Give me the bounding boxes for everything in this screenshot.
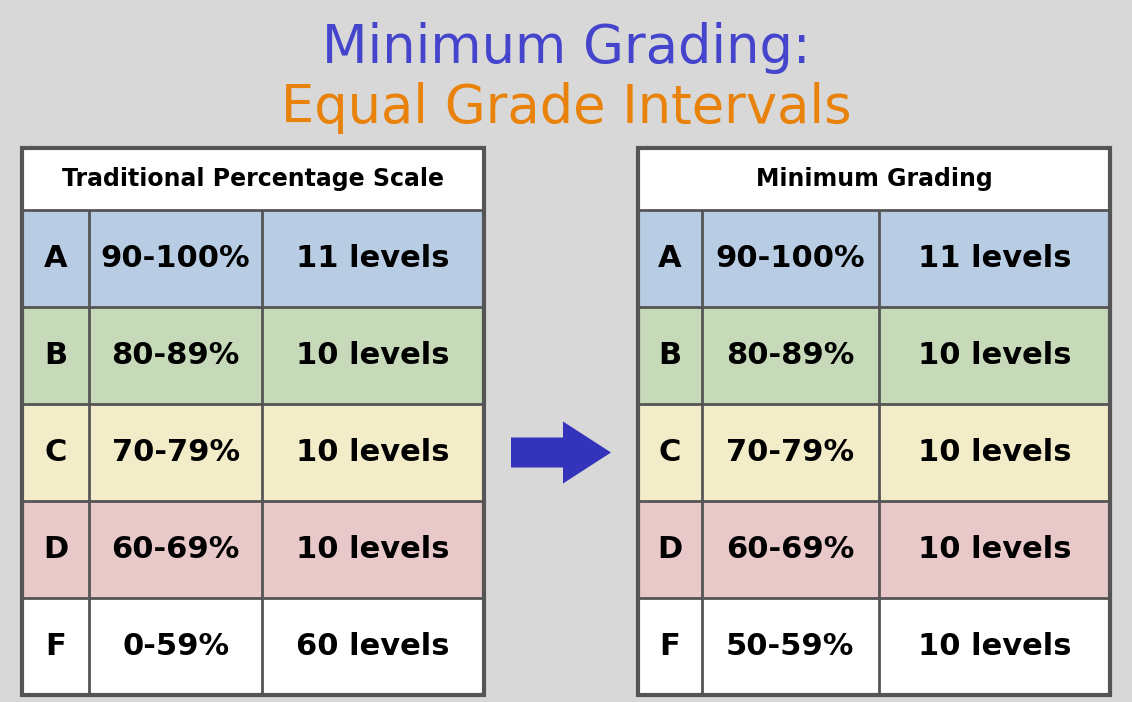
Bar [638,404,1110,501]
Text: 80-89%: 80-89% [111,341,240,370]
Text: 70-79%: 70-79% [726,438,855,467]
Bar [638,210,1110,307]
Text: F: F [660,632,680,661]
Text: 10 levels: 10 levels [918,341,1071,370]
Text: 10 levels: 10 levels [918,632,1071,661]
Bar [22,210,484,307]
Text: D: D [658,535,683,564]
Text: 90-100%: 90-100% [715,244,865,273]
Text: 10 levels: 10 levels [297,341,449,370]
Text: 10 levels: 10 levels [918,438,1071,467]
Bar [638,148,1110,210]
Bar [22,148,484,695]
Bar [638,148,1110,695]
Text: Traditional Percentage Scale: Traditional Percentage Scale [62,167,444,191]
Text: Minimum Grading: Minimum Grading [756,167,993,191]
Text: F: F [45,632,66,661]
Text: C: C [44,438,67,467]
Text: 90-100%: 90-100% [101,244,250,273]
Bar [22,598,484,695]
Polygon shape [511,421,611,484]
Text: B: B [44,341,67,370]
Text: 70-79%: 70-79% [112,438,240,467]
Bar [22,501,484,598]
Text: 11 levels: 11 levels [297,244,449,273]
Text: 0-59%: 0-59% [122,632,229,661]
Text: 10 levels: 10 levels [918,535,1071,564]
Text: 10 levels: 10 levels [297,438,449,467]
Text: Minimum Grading:: Minimum Grading: [321,22,811,74]
Text: 10 levels: 10 levels [297,535,449,564]
Text: A: A [658,244,681,273]
Text: 60-69%: 60-69% [726,535,855,564]
Text: D: D [43,535,68,564]
Bar [22,148,484,210]
Text: C: C [659,438,681,467]
Bar [22,307,484,404]
Text: B: B [659,341,681,370]
Text: 60-69%: 60-69% [111,535,240,564]
Text: A: A [44,244,67,273]
Bar [638,501,1110,598]
Text: 50-59%: 50-59% [726,632,855,661]
Text: 11 levels: 11 levels [918,244,1071,273]
Text: 80-89%: 80-89% [726,341,855,370]
Bar [638,598,1110,695]
Bar [638,307,1110,404]
Text: 60 levels: 60 levels [297,632,449,661]
Bar [22,404,484,501]
Text: Equal Grade Intervals: Equal Grade Intervals [281,82,851,134]
